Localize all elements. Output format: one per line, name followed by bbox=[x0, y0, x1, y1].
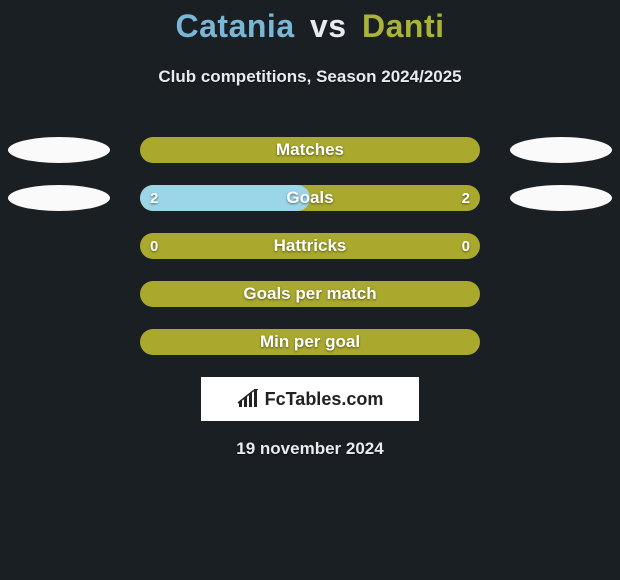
stat-bar: 2 Goals 2 bbox=[140, 185, 480, 211]
team-a-name: Catania bbox=[176, 8, 295, 44]
stat-row-matches: Matches bbox=[0, 137, 620, 163]
stat-label: Min per goal bbox=[140, 332, 480, 352]
stat-value-left: 0 bbox=[150, 233, 190, 259]
stat-row-goals: 2 Goals 2 bbox=[0, 185, 620, 211]
stat-value-right: 2 bbox=[430, 185, 470, 211]
bar-chart-icon bbox=[237, 389, 261, 409]
brand-text: FcTables.com bbox=[265, 389, 384, 410]
brand-box[interactable]: FcTables.com bbox=[201, 377, 419, 421]
comparison-widget: Catania vs Danti Club competitions, Seas… bbox=[0, 0, 620, 580]
stat-value-left: 2 bbox=[150, 185, 190, 211]
stat-bar: Goals per match bbox=[140, 281, 480, 307]
stat-bar: 0 Hattricks 0 bbox=[140, 233, 480, 259]
date-text: 19 november 2024 bbox=[0, 439, 620, 459]
title-vs: vs bbox=[310, 8, 347, 44]
stat-row-goals-per-match: Goals per match bbox=[0, 281, 620, 307]
stat-bar: Matches bbox=[140, 137, 480, 163]
stat-label: Goals per match bbox=[140, 284, 480, 304]
stat-label: Hattricks bbox=[140, 236, 480, 256]
stat-row-min-per-goal: Min per goal bbox=[0, 329, 620, 355]
stats-rows: Matches 2 Goals 2 0 Hattricks 0 bbox=[0, 137, 620, 355]
stat-row-hattricks: 0 Hattricks 0 bbox=[0, 233, 620, 259]
subtitle: Club competitions, Season 2024/2025 bbox=[0, 67, 620, 87]
ellipse-right bbox=[510, 137, 612, 163]
ellipse-left bbox=[8, 137, 110, 163]
stat-value-right: 0 bbox=[430, 233, 470, 259]
page-title: Catania vs Danti bbox=[0, 0, 620, 45]
ellipse-left bbox=[8, 185, 110, 211]
ellipse-right bbox=[510, 185, 612, 211]
stat-bar: Min per goal bbox=[140, 329, 480, 355]
team-b-name: Danti bbox=[362, 8, 445, 44]
stat-label: Matches bbox=[140, 140, 480, 160]
